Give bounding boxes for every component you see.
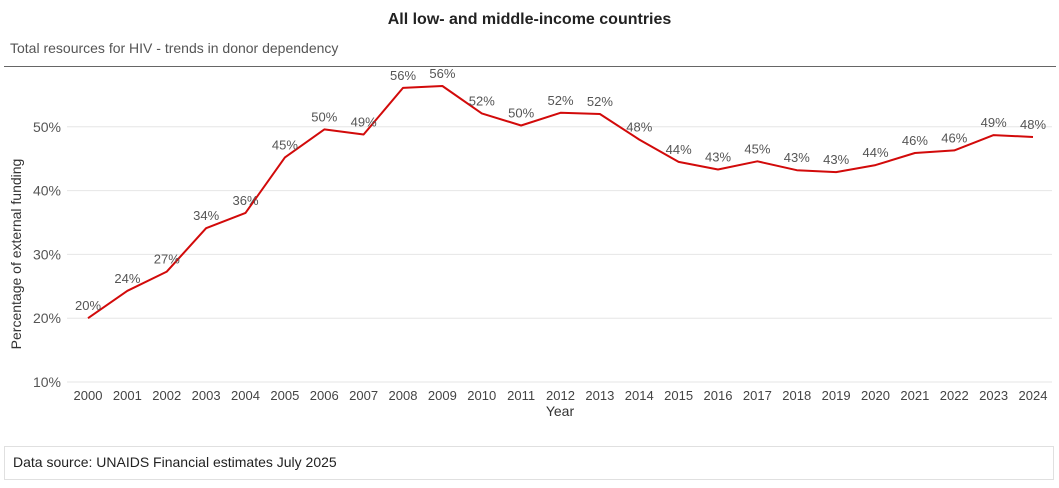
data-label: 43% xyxy=(823,152,849,167)
data-label: 50% xyxy=(311,109,337,124)
x-tick-label: 2017 xyxy=(743,388,772,403)
data-label: 27% xyxy=(154,252,180,267)
data-label: 43% xyxy=(784,150,810,165)
x-tick-label: 2006 xyxy=(310,388,339,403)
data-label: 52% xyxy=(469,93,495,108)
x-tick-label: 2007 xyxy=(349,388,378,403)
x-tick-label: 2012 xyxy=(546,388,575,403)
data-label: 43% xyxy=(705,150,731,165)
x-tick-label: 2010 xyxy=(467,388,496,403)
y-tick-label: 20% xyxy=(33,310,61,326)
data-label: 44% xyxy=(862,145,888,160)
x-tick-label: 2003 xyxy=(192,388,221,403)
header-divider xyxy=(4,66,1056,67)
x-tick-label: 2009 xyxy=(428,388,457,403)
x-tick-label: 2024 xyxy=(1019,388,1048,403)
data-label: 50% xyxy=(508,106,534,121)
x-tick-label: 2013 xyxy=(585,388,614,403)
data-label: 46% xyxy=(941,130,967,145)
x-tick-label: 2019 xyxy=(822,388,851,403)
x-tick-label: 2005 xyxy=(270,388,299,403)
data-source-note: Data source: UNAIDS Financial estimates … xyxy=(4,446,1054,480)
x-tick-label: 2000 xyxy=(74,388,103,403)
line-chart: 10% 20% 30% 40% 50% 2000 2001 2002 2003 2004 2005 2… xyxy=(8,66,1052,419)
data-label: 45% xyxy=(272,137,298,152)
data-label: 48% xyxy=(626,120,652,135)
data-label: 49% xyxy=(981,115,1007,130)
data-label: 34% xyxy=(193,208,219,223)
x-tick-label: 2021 xyxy=(900,388,929,403)
x-axis-title: Year xyxy=(546,403,575,419)
data-label: 44% xyxy=(666,142,692,157)
y-tick-label: 50% xyxy=(33,119,61,135)
data-source-text: Data source: UNAIDS Financial estimates … xyxy=(13,454,337,470)
data-label: 56% xyxy=(429,66,455,81)
chart-title: All low- and middle-income countries xyxy=(387,11,672,28)
data-label: 46% xyxy=(902,133,928,148)
x-tick-label: 2008 xyxy=(389,388,418,403)
data-label: 24% xyxy=(114,271,140,286)
x-tick-label: 2002 xyxy=(152,388,181,403)
x-tick-label: 2015 xyxy=(664,388,693,403)
x-tick-label: 2018 xyxy=(782,388,811,403)
chart-subtitle: Total resources for HIV - trends in dono… xyxy=(10,40,339,56)
data-label: 52% xyxy=(547,93,573,108)
data-label: 36% xyxy=(232,193,258,208)
data-label: 52% xyxy=(587,94,613,109)
data-label: 45% xyxy=(744,141,770,156)
data-label: 56% xyxy=(390,68,416,83)
x-tick-label: 2001 xyxy=(113,388,142,403)
x-tick-label: 2022 xyxy=(940,388,969,403)
x-tick-label: 2016 xyxy=(704,388,733,403)
series-line xyxy=(87,85,1034,320)
x-tick-label: 2004 xyxy=(231,388,260,403)
x-tick-label: 2014 xyxy=(625,388,654,403)
data-label: 20% xyxy=(75,298,101,313)
data-label: 49% xyxy=(351,114,377,129)
y-tick-label: 30% xyxy=(33,246,61,262)
x-tick-label: 2011 xyxy=(507,388,535,403)
y-axis-title: Percentage of external funding xyxy=(8,159,24,350)
x-tick-label: 2020 xyxy=(861,388,890,403)
data-label: 48% xyxy=(1020,117,1046,132)
y-tick-label: 10% xyxy=(33,374,61,390)
y-tick-label: 40% xyxy=(33,183,61,199)
x-tick-label: 2023 xyxy=(979,388,1008,403)
